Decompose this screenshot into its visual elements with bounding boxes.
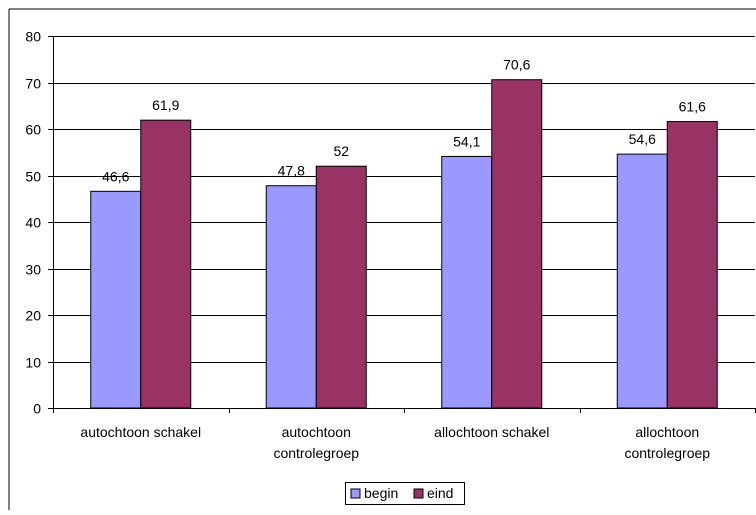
x-tick-label: autochtoon schakel: [80, 424, 201, 440]
x-tick-label: allochtoon schakel: [434, 424, 549, 440]
y-tick-label: 50: [25, 169, 41, 185]
bar-begin: [90, 190, 142, 409]
y-tick-label: 60: [25, 122, 41, 138]
data-label: 52: [333, 143, 349, 159]
legend-box: [345, 482, 465, 505]
y-tick-label: 40: [25, 215, 41, 231]
y-tick-label: 20: [25, 308, 41, 324]
data-label: 46,6: [102, 168, 129, 184]
x-tick-label: controlegroep: [273, 445, 359, 461]
x-tick-label: controlegroep: [624, 445, 710, 461]
bar-eind: [491, 79, 543, 409]
y-tick-label: 30: [25, 262, 41, 278]
data-label: 61,9: [152, 97, 179, 113]
bar-eind: [140, 119, 192, 409]
bar-begin: [441, 155, 493, 409]
y-tick-label: 0: [33, 401, 41, 417]
y-tick-label: 80: [25, 29, 41, 45]
data-label: 54,6: [629, 131, 656, 147]
x-tick-label: allochtoon: [635, 424, 699, 440]
legend-label-begin: begin: [364, 485, 398, 501]
data-label: 70,6: [503, 57, 530, 73]
data-label: 54,1: [453, 133, 480, 149]
legend-swatch-eind: [413, 488, 424, 499]
data-label: 47,8: [278, 163, 305, 179]
bar-eind: [315, 165, 367, 409]
bar-begin: [616, 153, 668, 409]
legend-label-eind: eind: [427, 485, 453, 501]
x-tick-label: autochtoon: [282, 424, 351, 440]
legend-swatch-begin: [350, 488, 361, 499]
y-tick-label: 70: [25, 76, 41, 92]
y-tick-label: 10: [25, 355, 41, 371]
bar-eind: [666, 121, 718, 409]
data-label: 61,6: [679, 99, 706, 115]
bar-begin: [265, 185, 317, 409]
